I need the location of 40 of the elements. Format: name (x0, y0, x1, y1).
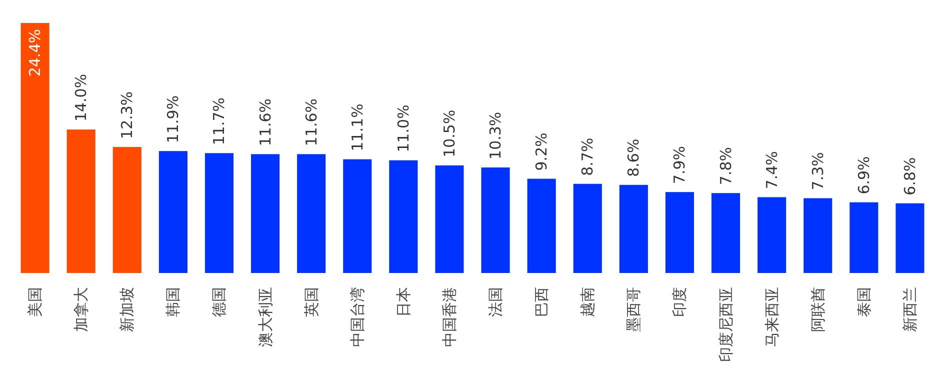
data-label: 10.3% (486, 112, 505, 160)
data-label: 6.9% (854, 156, 873, 194)
x-tick-label: 新西兰 (900, 287, 919, 332)
data-label: 10.5% (440, 110, 458, 158)
x-tick-label: 韩国 (164, 287, 182, 317)
x-tick-label: 中国香港 (440, 287, 458, 347)
data-label: 24.4% (26, 29, 44, 77)
x-tick-label: 日本 (394, 287, 412, 317)
x-tick-label: 新加坡 (118, 287, 136, 332)
data-label: 9.2% (532, 132, 551, 171)
data-label: 7.8% (716, 146, 735, 186)
x-tick-label: 墨西哥 (624, 287, 643, 332)
data-label: 12.3% (118, 91, 136, 139)
x-tick-label: 马来西亚 (762, 287, 781, 347)
data-label: 11.6% (302, 98, 320, 146)
x-tick-label: 澳大利亚 (256, 287, 274, 347)
x-tick-label: 阿联酋 (808, 287, 827, 332)
data-label: 8.6% (624, 138, 643, 177)
x-tick-label: 越南 (578, 287, 597, 317)
x-tick-label: 加拿大 (72, 287, 90, 332)
data-label: 8.7% (578, 138, 597, 176)
x-tick-label: 法国 (486, 287, 505, 317)
data-label: 7.3% (808, 152, 827, 190)
data-label: 11.7% (210, 97, 228, 146)
x-tick-label: 德国 (210, 287, 228, 317)
data-label: 7.4% (762, 151, 781, 190)
data-label: 11.0% (394, 104, 412, 152)
x-tick-label: 印度尼西亚 (716, 287, 735, 362)
data-label: 14.0% (72, 74, 90, 122)
x-tick-label: 中国台湾 (348, 287, 366, 347)
x-tick-label: 印度 (670, 287, 689, 317)
data-label: 11.6% (256, 98, 274, 146)
data-label: 11.9% (164, 95, 182, 144)
x-tick-label: 巴西 (532, 287, 551, 317)
x-tick-label: 英国 (302, 287, 320, 317)
data-label: 11.1% (348, 104, 366, 152)
x-tick-label: 泰国 (854, 287, 873, 317)
x-tick-label: 美国 (26, 287, 44, 317)
data-label: 7.9% (670, 146, 689, 184)
data-label: 6.8% (900, 157, 919, 196)
